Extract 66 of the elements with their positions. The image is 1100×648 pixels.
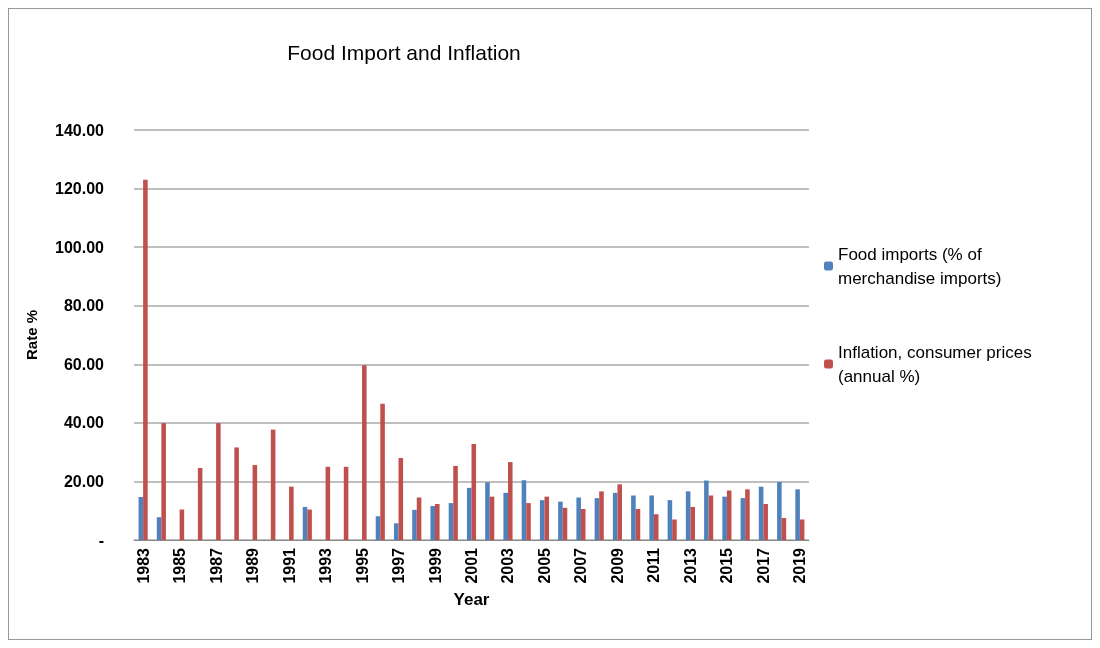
x-tick-label: 2017 <box>754 547 772 584</box>
bar <box>485 482 490 540</box>
bar <box>777 482 782 540</box>
y-tick-label: - <box>98 531 104 549</box>
bar <box>289 486 294 540</box>
x-tick-label: 1991 <box>280 547 298 584</box>
x-tick-label: 2003 <box>499 547 517 584</box>
x-tick-label: 2001 <box>463 547 480 584</box>
bar <box>763 503 768 540</box>
x-tick-label: 1999 <box>426 547 444 584</box>
x-tick-label: 2005 <box>535 547 553 584</box>
x-tick-label: 2015 <box>718 547 736 584</box>
bar <box>617 484 623 540</box>
bar <box>503 492 508 540</box>
x-tick-label: 2019 <box>791 547 809 584</box>
bar <box>435 503 440 540</box>
bar <box>143 179 148 540</box>
y-tick-label: 20.00 <box>63 472 105 490</box>
x-tick-label: 1989 <box>244 547 262 584</box>
bar <box>234 447 239 540</box>
x-tick-label: 2011 <box>645 547 663 583</box>
y-tick-label: 40.00 <box>63 414 105 432</box>
bar <box>631 495 636 540</box>
y-tick-label: 60.00 <box>63 355 105 373</box>
chart-title: Food Import and Inflation <box>287 41 521 64</box>
legend-label: Inflation, consumer prices (annual %) <box>838 342 1037 386</box>
y-axis-title: Rate % <box>23 309 40 361</box>
bar <box>649 495 654 540</box>
bar <box>430 506 436 540</box>
bar <box>704 480 709 540</box>
x-tick-label: 1993 <box>317 547 335 584</box>
bar <box>722 496 727 540</box>
bar <box>362 365 367 540</box>
bar <box>216 423 221 540</box>
bar <box>393 523 399 540</box>
bar <box>576 497 581 540</box>
bar <box>526 503 531 540</box>
bar <box>745 489 750 540</box>
x-tick-label: 2013 <box>681 547 699 584</box>
y-tick-label: 100.00 <box>55 238 105 256</box>
bar <box>412 509 417 540</box>
y-tick-label: 80.00 <box>63 297 105 315</box>
x-tick-label: 2007 <box>572 547 590 584</box>
x-tick-label: 1987 <box>207 547 225 584</box>
bar <box>453 465 458 540</box>
y-tick-label: 140.00 <box>55 121 105 139</box>
x-tick-label: 1997 <box>390 547 408 584</box>
bar <box>307 509 312 540</box>
bar <box>599 491 604 540</box>
bar <box>507 462 513 540</box>
x-tick-label: 1983 <box>134 547 152 584</box>
bar <box>380 403 385 540</box>
bar <box>672 519 677 540</box>
bar <box>161 423 166 540</box>
x-tick-label: 2009 <box>608 547 626 584</box>
x-tick-label: 1995 <box>353 547 371 584</box>
bar <box>690 506 695 540</box>
bar <box>466 487 472 540</box>
x-tick-label: 1985 <box>171 547 189 584</box>
y-tick-label: 120.00 <box>55 180 105 198</box>
legend-label: Food imports (% of merchandise imports) <box>838 244 1002 288</box>
bar <box>580 508 586 540</box>
x-axis-title: Year <box>453 590 490 610</box>
bar <box>558 501 563 540</box>
bar <box>795 489 800 540</box>
bar <box>544 496 550 540</box>
